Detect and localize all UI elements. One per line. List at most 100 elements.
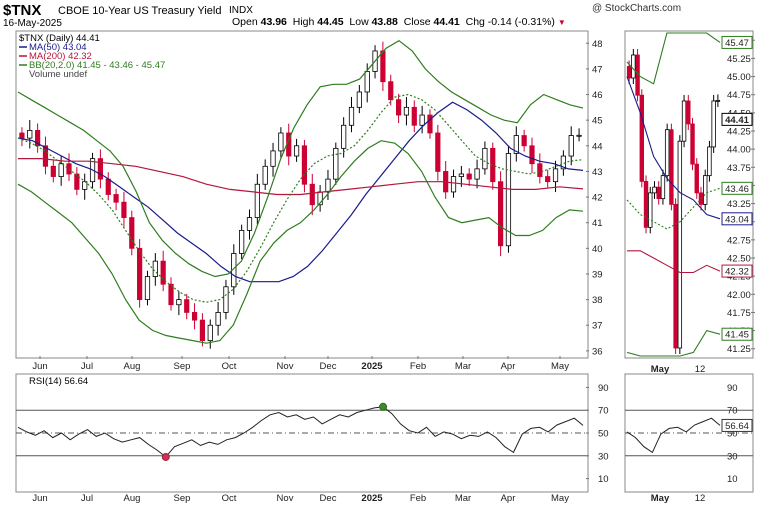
- price-candle-body: [419, 114, 425, 126]
- zoom-bb-lower-line: [626, 329, 721, 357]
- price-x-tick-label: Mar: [455, 361, 471, 372]
- price-candle-body: [498, 181, 504, 247]
- zoom-value-tag-box: [721, 327, 753, 341]
- price-candle-body: [348, 106, 355, 126]
- close-label: Close: [403, 16, 431, 28]
- zoom-candle-body: [694, 163, 699, 194]
- price-y-tick-label: 47: [592, 64, 603, 75]
- legend-ma200: MA(200) 42.32: [29, 51, 92, 62]
- zoom-y-tick-label: 44.25: [727, 126, 751, 137]
- price-candle-body: [137, 247, 143, 301]
- price-candle-body: [576, 134, 582, 137]
- price-y-tick-label: 46: [592, 90, 603, 101]
- price-candle-body: [435, 132, 441, 172]
- bb-lower-line: [17, 140, 584, 344]
- zoom-value-tag: 41.45: [725, 330, 749, 341]
- zoom-candle-body: [690, 123, 695, 165]
- open-label: Open: [232, 16, 258, 28]
- zoom-candle-body: [664, 129, 670, 177]
- bb-upper-line: [17, 39, 584, 278]
- price-candle-body: [568, 135, 574, 157]
- bb-middle-line: [17, 93, 584, 303]
- price-candle-body: [144, 276, 151, 301]
- low-label: Low: [349, 16, 369, 28]
- price-candle-body: [215, 312, 221, 326]
- zoom-candle-body: [703, 175, 708, 205]
- zoom-ma200-line: [627, 250, 721, 274]
- price-y-tick-label: 44: [592, 141, 603, 152]
- price-candle-body: [113, 194, 119, 203]
- zoom-rsi-y-tick-label: 50: [727, 429, 738, 440]
- price-y-tick-label: 45: [592, 116, 603, 127]
- price-y-tick-label: 38: [592, 295, 603, 306]
- price-candle-body: [246, 217, 253, 231]
- price-x-tick-label: Apr: [501, 361, 516, 372]
- zoom-y-tick-label: 44.00: [727, 145, 751, 156]
- low-value: 43.88: [371, 16, 398, 28]
- price-x-tick-label: Feb: [410, 361, 426, 372]
- legend-rsi: RSI(14) 56.64: [29, 376, 88, 387]
- zoom-candle-body: [673, 203, 678, 349]
- legend-volume: Volume undef: [29, 69, 87, 80]
- price-candle-body: [42, 145, 49, 167]
- price-x-tick-label: Sep: [174, 361, 191, 372]
- price-y-tick-label: 43: [592, 167, 603, 178]
- rsi-x-tick-label: 2025: [361, 493, 383, 504]
- copyright-link[interactable]: @ StockCharts.com: [592, 3, 682, 14]
- zoom-value-tag: 45.47: [725, 38, 749, 49]
- zoom-y-tick-label: 42.50: [727, 254, 751, 265]
- zoom-bb-upper-line: [626, 32, 721, 85]
- ohlc-readout: Open 43.96 High 44.45 Low 43.88 Close 44…: [232, 16, 566, 28]
- zoom-candle-body: [643, 180, 649, 228]
- price-candle-body: [121, 201, 127, 218]
- price-candle-body: [270, 150, 276, 167]
- price-candle-body: [58, 163, 64, 177]
- price-x-tick-label: Nov: [277, 361, 294, 372]
- zoom-candle-body: [711, 100, 716, 148]
- rsi-y-tick-label: 90: [598, 383, 609, 394]
- zoom-y-tick-label: 42.00: [727, 290, 751, 301]
- rsi-y-tick-label: 10: [598, 474, 609, 485]
- zoom-rsi-value-tag: 56.64: [725, 421, 749, 432]
- price-candle-body: [395, 99, 402, 116]
- price-candle-body: [19, 132, 25, 139]
- price-legend: $TNX (Daily) 44.41 MA(50) 43.04 MA(200) …: [19, 33, 165, 80]
- rsi-x-tick-label: Apr: [501, 493, 516, 504]
- rsi-legend: RSI(14) 56.64: [29, 376, 88, 387]
- price-candle-body: [35, 130, 41, 147]
- price-candle-body: [482, 147, 488, 170]
- zoom-candle-body: [652, 186, 657, 194]
- price-candle-body: [66, 163, 72, 175]
- price-candle-body: [152, 260, 158, 277]
- price-candle-body: [27, 130, 33, 139]
- price-candle-body: [458, 173, 464, 177]
- ma200-line: [18, 158, 584, 196]
- chg-down-icon: ▼: [557, 18, 566, 27]
- price-candle-body: [474, 168, 480, 180]
- zoom-candle-body: [715, 99, 721, 102]
- zoom-value-tag: 42.32: [725, 267, 749, 278]
- price-candle-body: [50, 165, 56, 177]
- zoom-x-tick-label: 12: [695, 364, 706, 375]
- price-y-tick-label: 48: [592, 39, 603, 50]
- legend-ma50: MA(50) 43.04: [29, 42, 87, 53]
- rsi-x-tick-label: Feb: [410, 493, 426, 504]
- zoom-value-tag-box: [721, 264, 753, 278]
- zoom-candle-body: [648, 192, 653, 228]
- price-candle-body: [301, 145, 308, 185]
- price-y-tick-label: 37: [592, 321, 603, 332]
- rsi-x-tick-label: Jul: [81, 493, 93, 504]
- zoom-y-tick-label: 41.75: [727, 308, 751, 319]
- zoom-candle-body: [656, 186, 661, 200]
- symbol: $TNX: [3, 2, 42, 19]
- zoom-candle-body: [677, 140, 683, 349]
- open-value: 43.96: [260, 16, 287, 28]
- zoom-rsi-x-tick-label: 12: [695, 493, 706, 504]
- zoom-candle-body: [631, 54, 636, 79]
- price-x-tick-label: 2025: [361, 361, 383, 372]
- price-candle-body: [490, 147, 496, 183]
- zoom-y-tick-label: 44.75: [727, 90, 751, 101]
- zoom-value-tag: 43.46: [725, 184, 749, 195]
- rsi-y-tick-label: 70: [598, 406, 609, 417]
- quote-date: 16-May-2025: [3, 18, 62, 29]
